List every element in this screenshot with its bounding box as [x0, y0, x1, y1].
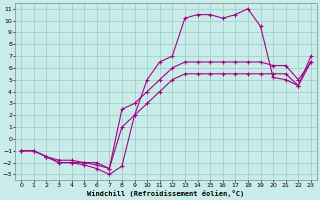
X-axis label: Windchill (Refroidissement éolien,°C): Windchill (Refroidissement éolien,°C): [87, 190, 244, 197]
